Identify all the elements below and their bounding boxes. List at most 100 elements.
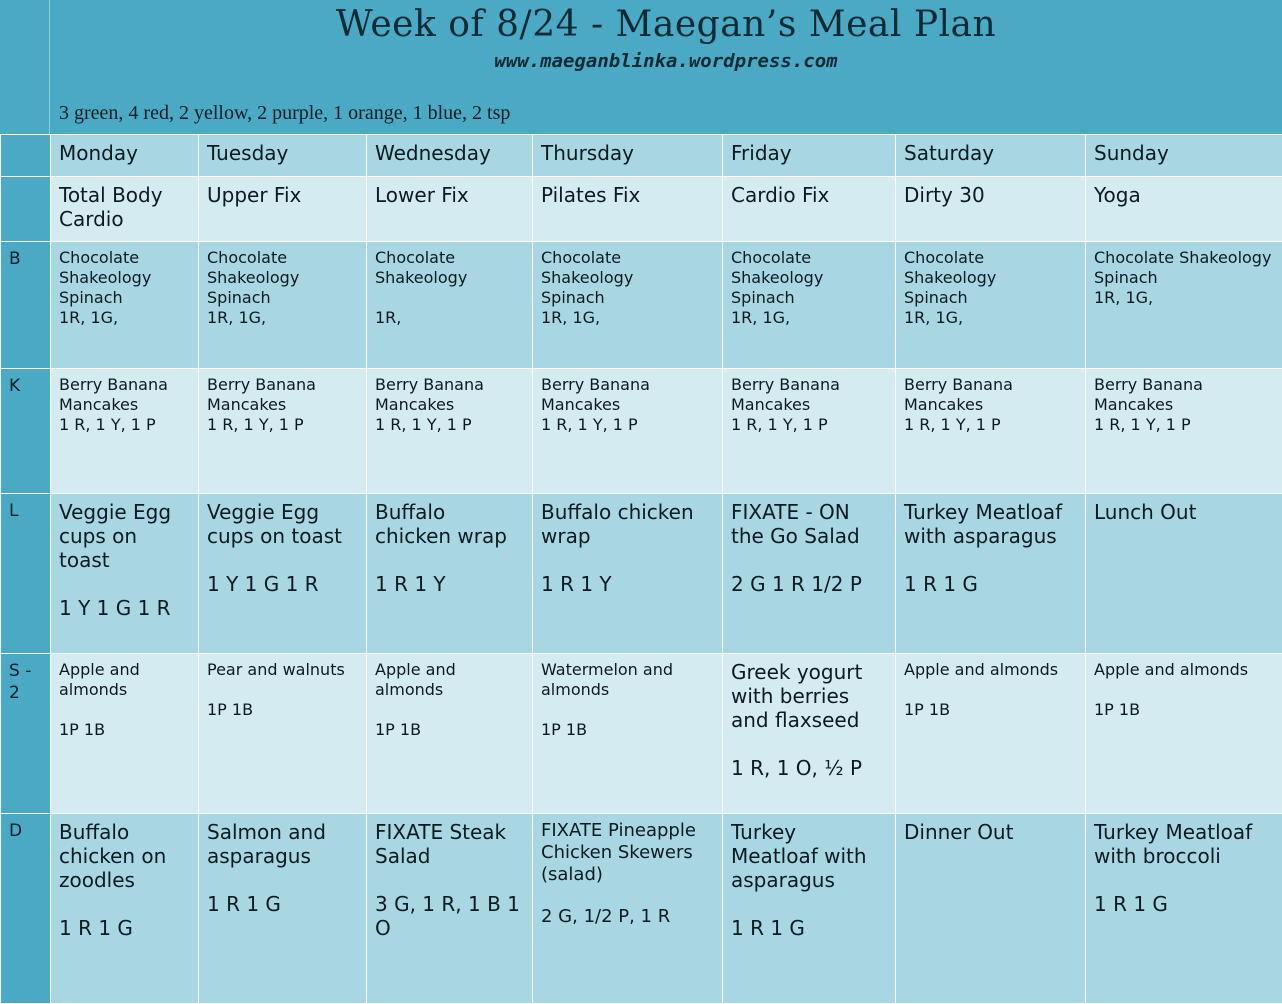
header-left-strip (0, 0, 50, 134)
spacer (375, 868, 524, 892)
meal-line: 1 R, 1 Y, 1 P (1094, 415, 1191, 434)
workout-label: Upper Fix (207, 183, 302, 207)
meal-cell: Berry Banana Mancakes 1 R, 1 Y, 1 P (722, 368, 896, 494)
row-label-text: L (9, 501, 19, 521)
meal-name: Turkey Meatloaf with asparagus (904, 500, 1063, 548)
day-label: Thursday (541, 141, 634, 165)
meal-line: Berry Banana (59, 375, 168, 394)
meal-portions: 1 R 1 G (59, 916, 133, 940)
meal-portions: 1P 1B (375, 720, 422, 739)
meal-line: Shakeology (207, 268, 300, 287)
meal-line: 1 R, 1 Y, 1 P (59, 415, 156, 434)
meal-cell: Chocolate Shakeology Spinach 1R, 1G, (722, 241, 896, 369)
meal-portions: 1 Y 1 G 1 R (207, 572, 319, 596)
meal-name: Buffalo chicken on zoodles (59, 820, 167, 892)
meal-line: 1R, 1G, (541, 308, 601, 327)
lunch-row: L Veggie Egg cups on toast 1 Y 1 G 1 R Vegg… (0, 493, 1282, 654)
meal-line: 1R, 1G, (59, 308, 119, 327)
spacer (904, 680, 1077, 700)
meal-line: 1 R, 1 Y, 1 P (207, 415, 304, 434)
meal-cell: Buffalo chicken wrap 1 R 1 Y (532, 493, 723, 654)
spacer (731, 892, 887, 916)
meal-portions: 3 G, 1 R, 1 B 1 O (375, 892, 520, 940)
page-title: Week of 8/24 - Maegan’s Meal Plan (335, 4, 997, 45)
day-label: Friday (731, 141, 792, 165)
meal-name: Lunch Out (1094, 500, 1197, 524)
meal-line: 1R, 1G, (904, 308, 964, 327)
workout-cell: Pilates Fix (532, 176, 723, 242)
meal-cell: Chocolate Shakeology Spinach 1R, 1G, (1085, 241, 1282, 369)
meal-line: Chocolate (541, 248, 622, 267)
row-label-l: L (0, 493, 51, 654)
meal-cell: FIXATE Steak Salad 3 G, 1 R, 1 B 1 O (366, 813, 533, 1004)
meal-name: Veggie Egg cups on toast (59, 500, 172, 572)
meal-line: Chocolate Shakeology (1094, 248, 1272, 267)
meal-name: Apple and almonds (904, 660, 1059, 679)
meal-portions: 1 R 1 G (904, 572, 978, 596)
meal-cell: Watermelon and almonds 1P 1B (532, 653, 723, 814)
meal-line: Chocolate (904, 248, 985, 267)
dinner-row: D Buffalo chicken on zoodles 1 R 1 G Salmon… (0, 813, 1282, 1004)
meal-name: Apple and almonds (1094, 660, 1249, 679)
workouts-row: Total Body Cardio Upper Fix Lower Fix Pilat… (0, 176, 1282, 242)
meal-name: Dinner Out (904, 820, 1014, 844)
meal-cell: Apple and almonds 1P 1B (366, 653, 533, 814)
meal-name: Buffalo chicken wrap (541, 500, 694, 548)
spacer (1094, 680, 1274, 700)
meal-line: 1 R, 1 Y, 1 P (375, 415, 472, 434)
header: Week of 8/24 - Maegan’s Meal Plan www.ma… (50, 0, 1282, 134)
day-header: Sunday (1085, 134, 1282, 177)
workout-cell: Total Body Cardio (50, 176, 199, 242)
meal-line: Shakeology (375, 268, 468, 287)
meal-cell: Greek yogurt with berries and flaxseed 1 … (722, 653, 896, 814)
meal-line: Spinach (541, 288, 605, 307)
meal-cell: Dinner Out (895, 813, 1086, 1004)
meal-cell: Apple and almonds 1P 1B (50, 653, 199, 814)
meal-line: Berry Banana (1094, 375, 1203, 394)
meal-portions: 1 R 1 G (731, 916, 805, 940)
meal-cell: FIXATE - ON the Go Salad 2 G 1 R 1/2 P (722, 493, 896, 654)
meal-line: 1 R, 1 Y, 1 P (731, 415, 828, 434)
workout-cell: Lower Fix (366, 176, 533, 242)
workout-cell: Dirty 30 (895, 176, 1086, 242)
spacer (1094, 524, 1274, 548)
spacer (375, 700, 524, 720)
meal-line: Spinach (1094, 268, 1158, 287)
workout-cell: Upper Fix (198, 176, 367, 242)
meal-line: Mancakes (1094, 395, 1174, 414)
day-label: Wednesday (375, 141, 491, 165)
meal-portions: 1P 1B (904, 700, 951, 719)
meal-line: Mancakes (904, 395, 984, 414)
meal-cell: Berry Banana Mancakes 1 R, 1 Y, 1 P (366, 368, 533, 494)
meal-line: Mancakes (207, 395, 287, 414)
meal-portions: 1 R 1 G (207, 892, 281, 916)
meal-cell: Turkey Meatloaf with broccoli 1 R 1 G (1085, 813, 1282, 1004)
meal-portions: 1 R 1 Y (541, 572, 612, 596)
spacer (59, 700, 190, 720)
meal-cell: Berry Banana Mancakes 1 R, 1 Y, 1 P (532, 368, 723, 494)
meal-cell: Salmon and asparagus 1 R 1 G (198, 813, 367, 1004)
spacer (1094, 868, 1274, 892)
spacer (375, 548, 524, 572)
row-label-s2: S - 2 (0, 653, 51, 814)
meal-name: Apple and almonds (375, 660, 456, 699)
meal-cell: Apple and almonds 1P 1B (1085, 653, 1282, 814)
meal-portions: 1P 1B (207, 700, 254, 719)
meal-name: Veggie Egg cups on toast (207, 500, 343, 548)
meal-portions: 1 Y 1 G 1 R (59, 596, 171, 620)
day-header: Wednesday (366, 134, 533, 177)
meal-cell: Apple and almonds 1P 1B (895, 653, 1086, 814)
meal-name: Salmon and asparagus (207, 820, 326, 868)
meal-line: 1R, 1G, (731, 308, 791, 327)
meal-cell: Chocolate Shakeology Spinach 1R, 1G, (198, 241, 367, 369)
spacer (59, 892, 190, 916)
meal-line: Spinach (59, 288, 123, 307)
row-label-text: B (9, 249, 21, 269)
day-header: Thursday (532, 134, 723, 177)
meal-cell: Chocolate Shakeology Spinach 1R, 1G, (50, 241, 199, 369)
spacer (904, 548, 1077, 572)
day-header: Monday (50, 134, 199, 177)
workout-label: Cardio Fix (731, 183, 830, 207)
meal-portions: 1 R, 1 O, ½ P (731, 756, 863, 780)
meal-line: Berry Banana (375, 375, 484, 394)
